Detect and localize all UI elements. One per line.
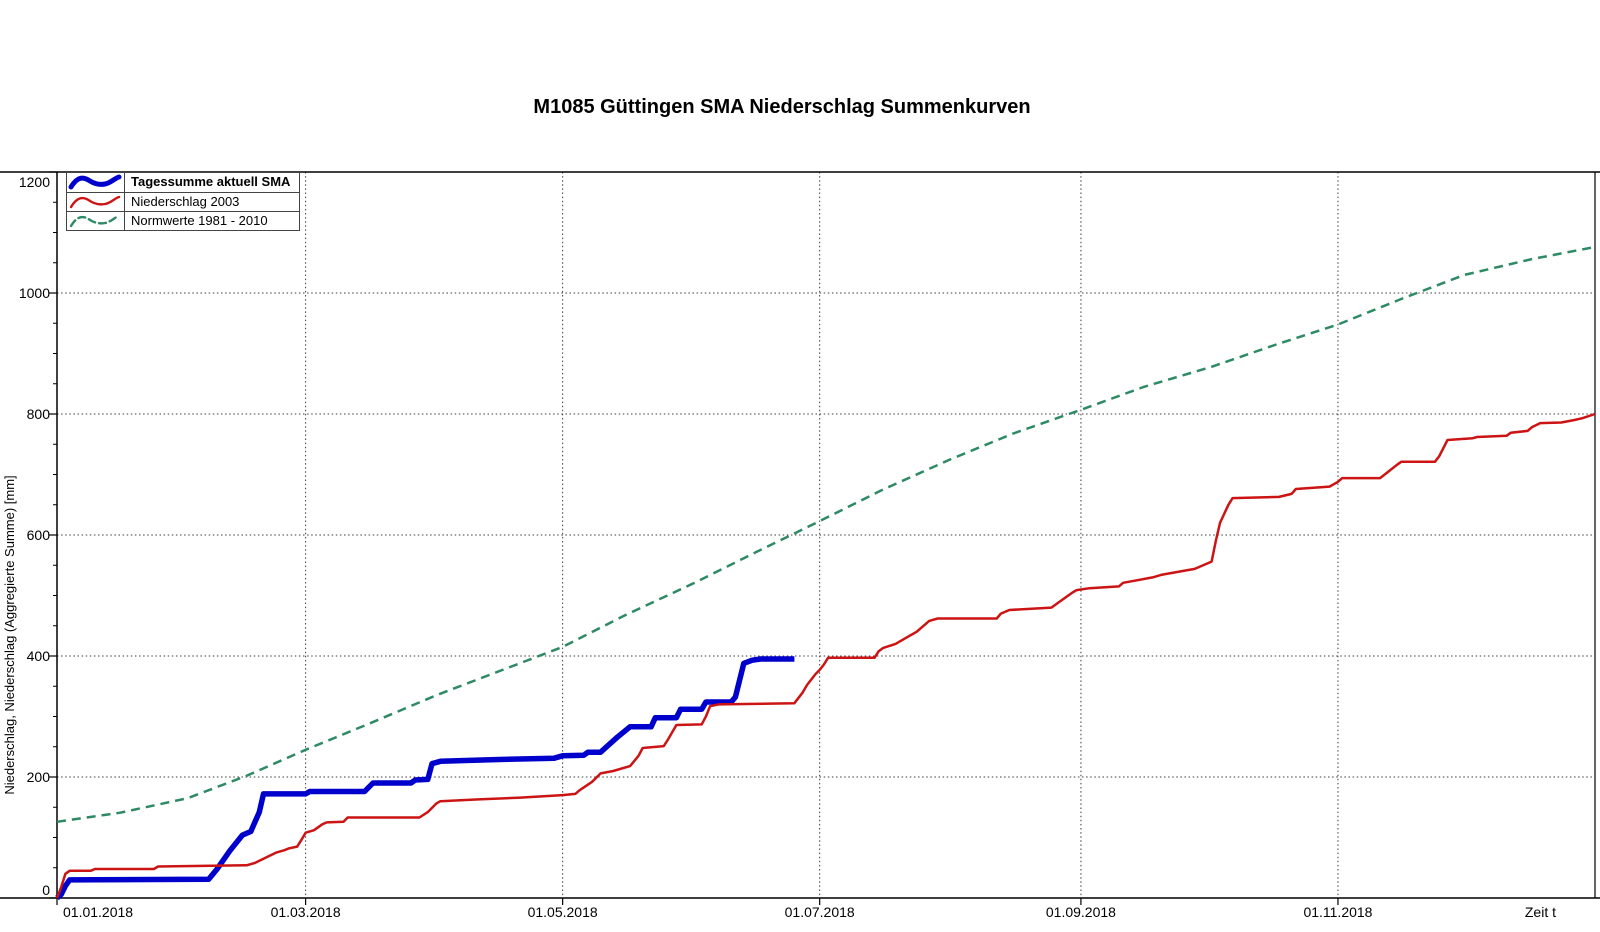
y-tick-label: 600 — [27, 527, 51, 543]
legend-row-0: Tagessumme aktuell SMA — [67, 173, 299, 192]
x-tick-label: 01.05.2018 — [528, 904, 598, 920]
x-axis-end-label: Zeit t — [1525, 904, 1556, 920]
series-line-0 — [55, 656, 795, 901]
legend-line-sample-icon — [67, 173, 125, 192]
y-tick-label: 800 — [27, 406, 51, 422]
y-tick-label: 0 — [42, 882, 50, 898]
y-tick-label: 400 — [27, 648, 51, 664]
chart-title: M1085 Güttingen SMA Niederschlag Summenk… — [533, 96, 1031, 118]
series-line-1 — [55, 412, 1596, 899]
y-tick-label: 1000 — [19, 285, 50, 301]
x-tick-label: 01.01.2018 — [63, 904, 133, 920]
legend-row-1: Niederschlag 2003 — [67, 192, 299, 211]
chart-legend: Tagessumme aktuell SMA Niederschlag 2003 N… — [66, 172, 300, 231]
legend-label: Niederschlag 2003 — [131, 194, 240, 209]
series-line-2 — [56, 245, 1596, 824]
y-tick-label: 200 — [27, 769, 51, 785]
legend-label: Tagessumme aktuell SMA — [131, 174, 291, 189]
y-axis-title: Niederschlag, Niederschlag (Aggregierte … — [2, 475, 17, 794]
x-tick-label: 01.03.2018 — [271, 904, 341, 920]
x-tick-label: 01.09.2018 — [1046, 904, 1116, 920]
legend-row-2: Normwerte 1981 - 2010 — [67, 211, 299, 230]
legend-line-sample-icon — [67, 193, 125, 211]
x-tick-label: 01.07.2018 — [785, 904, 855, 920]
legend-line-sample-icon — [67, 212, 125, 230]
x-tick-label: 01.11.2018 — [1303, 904, 1372, 920]
y-tick-label: 1200 — [19, 174, 50, 190]
legend-label: Normwerte 1981 - 2010 — [131, 213, 268, 228]
